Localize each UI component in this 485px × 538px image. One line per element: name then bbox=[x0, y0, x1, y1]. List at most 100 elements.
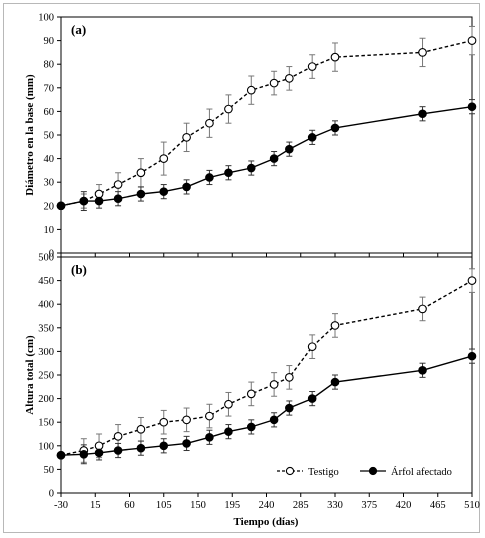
panel-a-point-afectado bbox=[467, 102, 477, 111]
panel-b-point-afectado bbox=[246, 422, 256, 432]
panel-b-point-testigo bbox=[159, 417, 169, 427]
panel-a-point-testigo bbox=[418, 48, 427, 57]
panel-b-point-afectado bbox=[269, 415, 279, 425]
panel-b-point-testigo bbox=[246, 389, 256, 399]
panel-b-point-afectado bbox=[205, 433, 214, 442]
panel-b-y-tick-label: 200 bbox=[38, 394, 54, 405]
panel-b-point-testigo bbox=[284, 373, 294, 382]
panel-a-point-testigo bbox=[182, 133, 191, 142]
legend-label-testigo: Testigo bbox=[308, 467, 339, 478]
panel-a-point-testigo bbox=[205, 118, 214, 128]
panel-a-point-testigo bbox=[159, 154, 169, 163]
panel-b-y-ticks: 0 50 100 150 200 250 300 350 400 450 500 bbox=[38, 253, 61, 500]
panel-b-point-testigo bbox=[269, 380, 279, 389]
panel-a-point-afectado bbox=[94, 196, 104, 206]
panel-b-point-afectado bbox=[79, 449, 89, 459]
panel-a-point-testigo bbox=[113, 180, 123, 189]
panel-a-y-tick-label: 50 bbox=[44, 131, 55, 142]
panel-b-point-afectado bbox=[330, 377, 340, 387]
panel-a-y-axis-label: Diámetro en la base (mm) bbox=[24, 74, 36, 196]
panel-b-y-tick-label: 400 bbox=[38, 300, 54, 311]
panel-a-point-afectado bbox=[113, 194, 123, 204]
panel-a-y-tick-label: 30 bbox=[44, 178, 55, 189]
panel-b-point-afectado bbox=[307, 394, 317, 403]
panel-a-point-afectado bbox=[307, 133, 317, 142]
panel-a-point-afectado bbox=[224, 168, 233, 178]
panel-b-point-afectado bbox=[467, 351, 477, 361]
panel-b-point-afectado bbox=[285, 403, 294, 413]
panel-b-point-testigo bbox=[418, 304, 427, 314]
x-tick-label: 375 bbox=[361, 500, 377, 511]
panel-b-point-afectado bbox=[182, 439, 191, 448]
panel-a-point-afectado bbox=[205, 173, 214, 182]
panel-b-point-afectado bbox=[113, 446, 123, 455]
panel-a-x-tick-marks bbox=[60, 253, 473, 257]
panel-a-point-afectado bbox=[418, 109, 427, 119]
panel-a-point-testigo bbox=[246, 85, 256, 95]
panel-b-x-ticks: -30 15 60 105 150 195 240 285 330 375 420 465 510 bbox=[54, 493, 480, 511]
legend-label-afectado: Árfol afectado bbox=[391, 466, 452, 478]
panel-a-point-testigo bbox=[224, 104, 233, 114]
x-tick-label: 510 bbox=[464, 500, 480, 511]
panel-a-label: (a) bbox=[71, 22, 86, 37]
panel-b-point-testigo bbox=[94, 441, 104, 451]
panel-a-point-testigo bbox=[330, 52, 340, 62]
panel-b-y-tick-label: 450 bbox=[38, 276, 54, 287]
panel-a-y-tick-label: 0 bbox=[49, 249, 54, 260]
panel-a-point-testigo bbox=[307, 62, 317, 71]
panel-a-y-ticks: 0 10 20 30 40 50 60 70 80 90 100 bbox=[38, 13, 61, 260]
x-tick-label: 330 bbox=[327, 500, 343, 511]
panel-a-y-tick-label: 10 bbox=[44, 225, 55, 236]
panel-b-point-testigo bbox=[330, 321, 340, 330]
panel-a-point-testigo bbox=[94, 189, 104, 199]
panel-a-point-afectado bbox=[136, 189, 146, 199]
panel-b-point-testigo bbox=[467, 276, 477, 285]
legend-box bbox=[271, 457, 467, 487]
panel-a-point-testigo bbox=[284, 74, 294, 83]
x-tick-label: 195 bbox=[224, 500, 240, 511]
panel-b-series-line-testigo bbox=[60, 279, 473, 456]
panel-a-point-afectado bbox=[159, 187, 169, 196]
panel-a-y-tick-label: 40 bbox=[44, 154, 55, 165]
panel-a-point-afectado bbox=[56, 201, 66, 211]
panel-b-y-tick-label: 50 bbox=[44, 465, 55, 476]
x-tick-label: 150 bbox=[190, 500, 206, 511]
panel-b-y-tick-label: 0 bbox=[49, 489, 54, 500]
panel-a-point-testigo bbox=[467, 36, 477, 45]
panel-b-y-axis-label: Altura total (cm) bbox=[24, 335, 36, 415]
legend: Testigo Árfol afectado bbox=[271, 457, 467, 487]
legend-swatch-marker-afectado bbox=[368, 466, 378, 476]
panel-a-series bbox=[56, 25, 477, 212]
legend-swatch-marker-testigo bbox=[285, 466, 295, 476]
panel-a-series-line-testigo bbox=[60, 39, 473, 207]
panel-a-y-tick-label: 20 bbox=[44, 201, 55, 212]
panel-b-point-afectado bbox=[56, 450, 66, 460]
panel-b-point-afectado bbox=[418, 365, 427, 375]
panel-b-y-tick-label: 500 bbox=[38, 253, 54, 264]
panel-a-y-tick-label: 60 bbox=[44, 107, 55, 118]
panel-b-y-tick-label: 350 bbox=[38, 323, 54, 334]
x-tick-label: 105 bbox=[156, 500, 172, 511]
panel-b-y-tick-label: 300 bbox=[38, 347, 54, 358]
panel-a-point-afectado bbox=[269, 154, 279, 163]
panel-b-point-testigo bbox=[136, 424, 146, 434]
panel-a-series-line-afectado bbox=[60, 106, 473, 207]
panel-b-point-afectado bbox=[224, 427, 233, 436]
x-tick-label: 15 bbox=[90, 500, 101, 511]
panel-a-point-afectado bbox=[246, 163, 256, 173]
panel-a-y-tick-label: 70 bbox=[44, 83, 55, 94]
x-tick-label: -30 bbox=[54, 500, 68, 511]
panel-b-point-testigo bbox=[113, 432, 123, 441]
panel-b-point-testigo bbox=[307, 342, 317, 352]
panel-b-point-testigo bbox=[224, 399, 233, 409]
panel-b-y-tick-label: 250 bbox=[38, 371, 54, 382]
panel-b-series-line-afectado bbox=[60, 355, 473, 456]
panel-b-series bbox=[56, 268, 477, 465]
panel-a-point-testigo bbox=[269, 78, 279, 88]
panel-b-label: (b) bbox=[71, 262, 87, 277]
panel-a-y-tick-label: 90 bbox=[44, 36, 55, 47]
panel-b-point-testigo bbox=[182, 415, 191, 425]
panel-b-point-testigo bbox=[205, 411, 214, 421]
panel-b-point-afectado bbox=[159, 441, 169, 451]
